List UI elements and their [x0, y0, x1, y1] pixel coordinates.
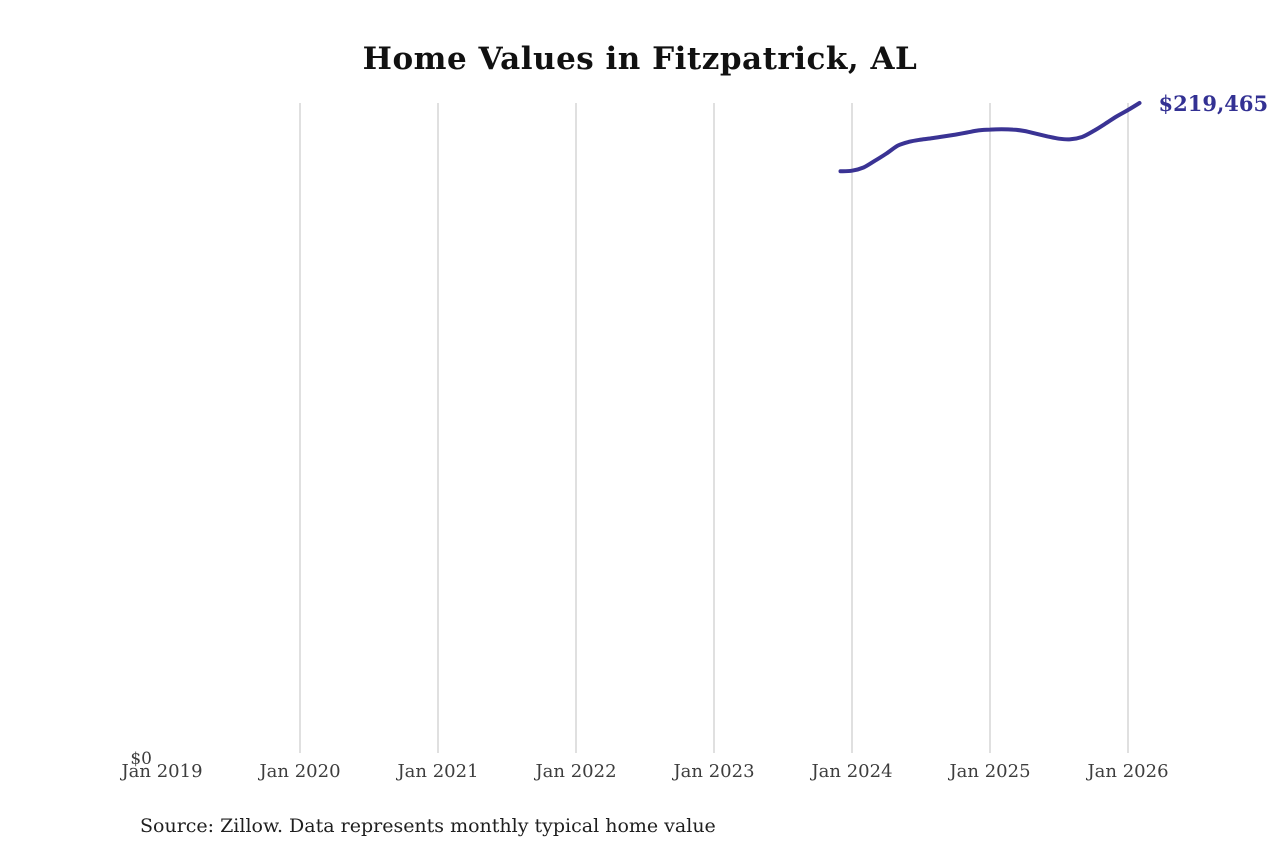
source-note: Source: Zillow. Data represents monthly … — [140, 815, 716, 837]
home-value-line — [838, 101, 1142, 174]
x-tick-label: Jan 2022 — [535, 761, 617, 782]
y-axis-zero-label: $0 — [130, 749, 152, 769]
x-tick-label: Jan 2023 — [673, 761, 755, 782]
x-tick-label: Jan 2020 — [259, 761, 341, 782]
x-tick-label: Jan 2024 — [811, 761, 893, 782]
x-tick-label: Jan 2025 — [949, 761, 1031, 782]
end-value-label: $219,465 — [1158, 91, 1269, 116]
x-tick-label: Jan 2026 — [1087, 761, 1169, 782]
gridlines — [299, 103, 1129, 753]
chart-title: Home Values in Fitzpatrick, AL — [362, 41, 918, 77]
x-tick-label: Jan 2019 — [121, 761, 203, 782]
x-tick-label: Jan 2021 — [397, 761, 479, 782]
